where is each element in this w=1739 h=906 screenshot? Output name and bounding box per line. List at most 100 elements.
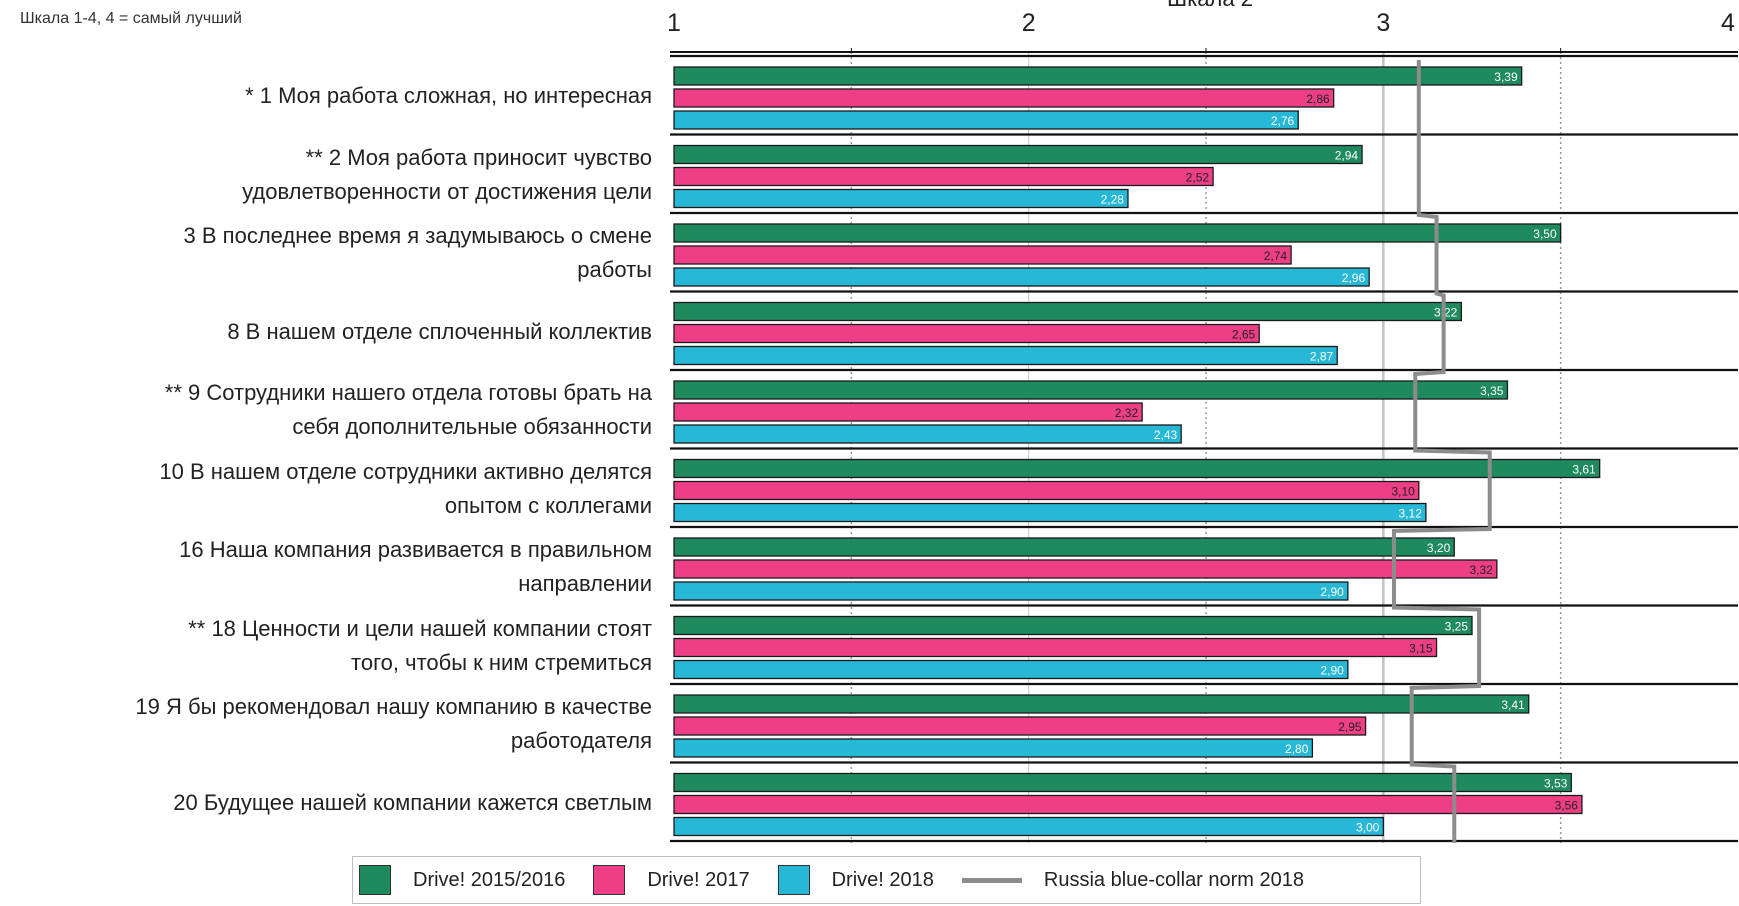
bar-2015-2016 [673, 380, 1509, 400]
legend-label-2015-2016: Drive! 2015/2016 [413, 868, 566, 891]
legend-line-norm [961, 877, 1022, 883]
question-label: 10 В нашем отделе сотрудники активно дел… [0, 455, 652, 523]
question-label: ** 9 Сотрудники нашего отдела готовы бра… [0, 376, 652, 444]
legend-label-2018: Drive! 2018 [831, 868, 934, 891]
bar-value-label: 2,32 [1115, 406, 1139, 420]
bar-value-label: 2,86 [1306, 92, 1330, 106]
question-label-line: 19 Я бы рекомендовал нашу компанию в кач… [135, 694, 652, 719]
question-label: 20 Будущее нашей компании кажется светлы… [0, 786, 652, 820]
question-label-line: ** 2 Моя работа приносит чувство [305, 144, 652, 170]
bar-2017 [673, 716, 1367, 736]
legend-item-norm: Russia blue-collar norm 2018 [961, 868, 1305, 892]
bar-value-label: 3,12 [1399, 507, 1423, 521]
bar-value-label: 3,25 [1445, 620, 1469, 634]
question-label: 16 Наша компания развивается в правильно… [0, 533, 652, 601]
bar-value-label: 2,90 [1321, 664, 1345, 678]
bar-2018 [673, 738, 1314, 758]
bar-2017 [673, 794, 1583, 815]
bar-value-label: 3,61 [1572, 463, 1596, 477]
bar-2017 [673, 559, 1498, 579]
legend-item-2015-2016: Drive! 2015/2016 [359, 865, 565, 895]
bar-2018 [673, 581, 1349, 601]
legend-item-2017: Drive! 2017 [593, 865, 750, 895]
question-label-line: работодателя [510, 728, 652, 753]
bar-2015-2016 [673, 223, 1562, 243]
x-tick-label: 4 [1721, 9, 1735, 37]
question-label-line: ** 18 Ценности и цели нашей компании сто… [188, 615, 652, 641]
bar-2015-2016 [673, 458, 1601, 479]
bar-value-label: 3,41 [1501, 698, 1525, 712]
bar-value-label: 3,39 [1494, 70, 1518, 84]
bar-2015-2016 [673, 144, 1363, 165]
question-label-line: работы [577, 257, 652, 282]
bar-2017 [673, 637, 1438, 658]
question-label: ** 18 Ценности и цели нашей компании сто… [0, 612, 652, 680]
question-label: 3 В последнее время я задумываюсь о смен… [0, 219, 652, 287]
bar-value-label: 3,50 [1533, 227, 1557, 241]
bar-2018 [673, 267, 1370, 287]
scale-note: Шкала 1-4, 4 = самый лучший [20, 10, 242, 27]
bar-value-label: 2,94 [1335, 149, 1359, 163]
bar-value-label: 2,65 [1232, 328, 1256, 342]
question-label-line: 10 В нашем отделе сотрудники активно дел… [159, 458, 652, 484]
legend-label-norm: Russia blue-collar norm 2018 [1043, 868, 1305, 891]
bar-value-label: 3,56 [1555, 799, 1579, 813]
bar-2018 [673, 110, 1299, 130]
bar-2015-2016 [673, 772, 1572, 793]
bar-2018 [673, 188, 1129, 209]
bar-2017 [673, 480, 1420, 501]
bar-2017 [673, 245, 1292, 265]
question-label-line: * 1 Моя работа сложная, но интересная [245, 83, 652, 108]
question-label-line: 16 Наша компания развивается в правильно… [179, 537, 652, 562]
question-label: * 1 Моя работа сложная, но интересная [0, 79, 652, 113]
bar-2017 [673, 166, 1214, 187]
bar-value-label: 2,76 [1271, 114, 1295, 128]
bar-2017 [673, 402, 1143, 422]
question-label-line: себя дополнительные обязанности [292, 414, 652, 439]
bar-2017 [673, 88, 1335, 108]
question-label-line: ** 9 Сотрудники нашего отдела готовы бра… [164, 380, 652, 405]
bar-value-label: 2,52 [1186, 171, 1210, 185]
bar-2015-2016 [673, 694, 1530, 714]
x-tick-label: 3 [1376, 9, 1390, 37]
bar-2015-2016 [673, 537, 1455, 557]
bar-2015-2016 [673, 301, 1463, 322]
bar-value-label: 2,95 [1338, 720, 1362, 734]
bar-value-label: 3,35 [1480, 384, 1504, 398]
question-label-line: 3 В последнее время я задумываюсь о смен… [183, 223, 652, 248]
bar-value-label: 3,53 [1544, 777, 1568, 791]
bar-2018 [673, 816, 1384, 837]
x-tick-label: 1 [667, 9, 681, 37]
bar-value-label: 2,80 [1285, 742, 1309, 756]
bar-2015-2016 [673, 66, 1523, 86]
bar-value-label: 2,74 [1264, 249, 1288, 263]
legend-swatch-2018 [777, 865, 810, 895]
x-tick-label: 2 [1022, 9, 1036, 37]
question-label-line: 8 В нашем отделе сплоченный коллектив [227, 318, 652, 344]
chart-top-title: Шкала 2 [1167, 0, 1253, 11]
bar-value-label: 3,32 [1469, 563, 1493, 577]
question-label-line: удовлетворенности от достижения цели [242, 178, 652, 204]
legend-label-2017: Drive! 2017 [647, 868, 750, 891]
bar-2017 [673, 323, 1260, 344]
question-label: ** 2 Моя работа приносит чувство удовлетв… [0, 141, 652, 209]
question-label-line: 20 Будущее нашей компании кажется светлы… [173, 789, 652, 815]
bar-value-label: 3,15 [1409, 642, 1433, 656]
bar-2018 [673, 424, 1182, 444]
legend: Drive! 2015/2016 Drive! 2017 Drive! 2018… [352, 856, 1421, 904]
norm-line [1391, 60, 1492, 843]
question-label-line: опытом с коллегами [444, 492, 652, 518]
question-label: 19 Я бы рекомендовал нашу компанию в кач… [0, 690, 652, 758]
bar-value-label: 3,00 [1356, 821, 1380, 835]
bar-value-label: 2,87 [1310, 350, 1334, 364]
bar-value-label: 2,28 [1101, 193, 1125, 207]
bar-value-label: 2,43 [1154, 428, 1178, 442]
bar-2018 [673, 345, 1338, 366]
bar-value-label: 2,90 [1321, 585, 1345, 599]
bar-2018 [673, 502, 1427, 523]
bar-value-label: 2,96 [1342, 271, 1366, 285]
bar-value-label: 3,10 [1391, 485, 1415, 499]
bar-2018 [673, 659, 1349, 680]
question-label-line: того, чтобы к ним стремиться [351, 649, 652, 675]
